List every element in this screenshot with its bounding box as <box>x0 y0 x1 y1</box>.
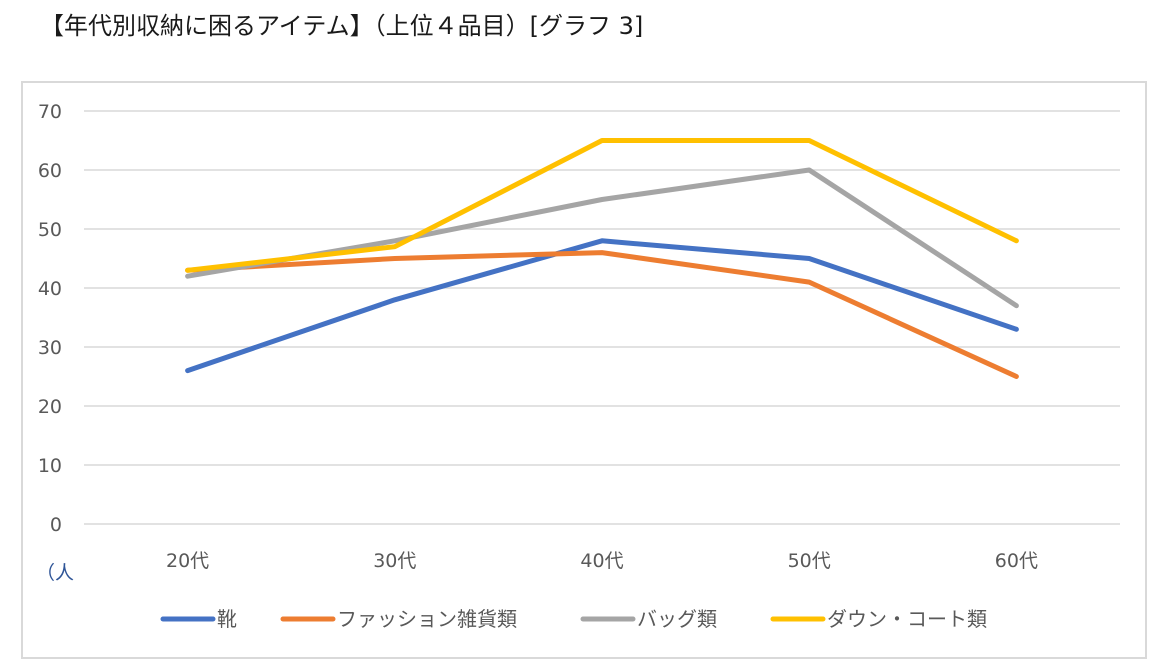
x-axis-ticks: 20代 30代 40代 50代 60代 <box>166 550 1038 572</box>
y-unit-label: （人 <box>36 562 74 584</box>
x-tick-label: 60代 <box>995 550 1038 572</box>
legend-label: ファッション雑貨類 <box>337 607 517 631</box>
x-tick-label: 20代 <box>166 550 209 572</box>
y-tick-label: 10 <box>38 455 62 477</box>
y-tick-label: 0 <box>50 514 62 536</box>
legend-item: バッグ類 <box>580 607 717 631</box>
y-tick-label: 50 <box>38 219 62 241</box>
y-tick-label: 20 <box>38 396 62 418</box>
page-title: 【年代別収納に困るアイテム】（上位４品目）[グラフ 3] <box>40 12 644 40</box>
x-tick-label: 50代 <box>788 550 831 572</box>
legend-label: ダウン・コート類 <box>827 607 987 631</box>
y-tick-label: 30 <box>38 337 62 359</box>
y-tick-label: 60 <box>38 160 62 182</box>
x-tick-label: 40代 <box>580 550 623 572</box>
y-axis-ticks: 0 10 20 30 40 50 60 70 <box>38 101 62 536</box>
series-line-0 <box>185 238 1019 374</box>
y-tick-label: 40 <box>38 278 62 300</box>
legend: 靴 ファッション雑貨類 バッグ類 ダウン・コート類 <box>160 607 987 631</box>
chart-frame <box>21 81 1147 659</box>
legend-item: 靴 <box>160 607 237 631</box>
legend-item: ダウン・コート類 <box>770 607 987 631</box>
legend-label: バッグ類 <box>637 607 717 631</box>
legend-item: ファッション雑貨類 <box>280 607 517 631</box>
series-line-1 <box>185 250 1019 379</box>
series-lines <box>185 138 1019 379</box>
y-tick-label: 70 <box>38 101 62 123</box>
x-tick-label: 30代 <box>373 550 416 572</box>
legend-label: 靴 <box>217 607 237 631</box>
gridlines <box>84 110 1120 525</box>
